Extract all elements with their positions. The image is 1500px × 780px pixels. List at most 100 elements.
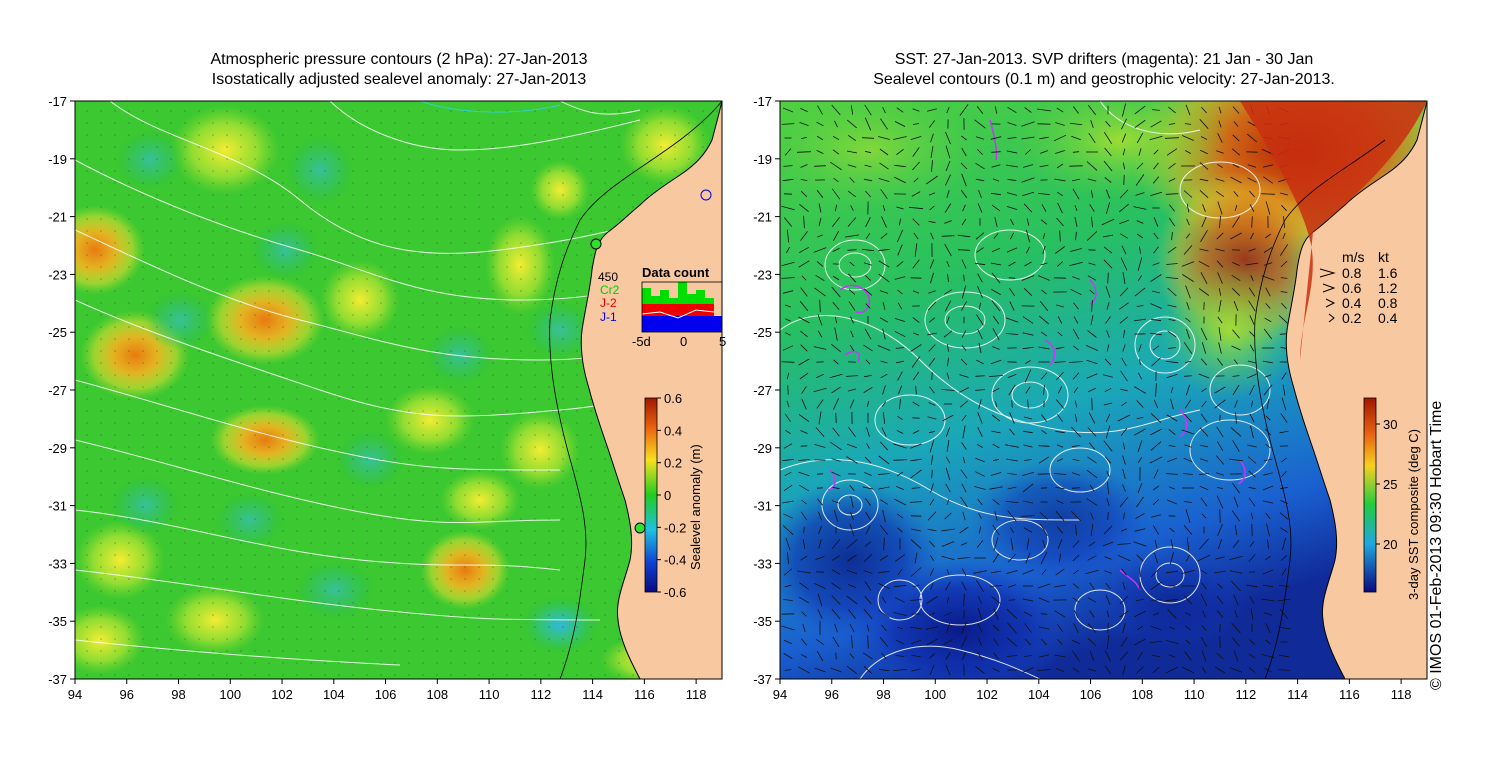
lon-tick-label: 118: [686, 687, 707, 702]
velocity-arrow-sample: [1319, 268, 1336, 278]
lon-tick-label: 114: [582, 687, 603, 702]
left-lat-axis: -17 -19 -21 -23 -25 -27 -29 -31 -33 -35 -37: [48, 94, 75, 687]
australia-landmass: [1285, 101, 1427, 679]
sealevel-colorbar-label: Sealevel anomaly (m): [688, 444, 703, 570]
left-lon-axis: 94 96 98 100 102 104 106 108 110 112 114 116 118: [68, 679, 707, 702]
inset-bars: [641, 281, 723, 333]
lat-tick-label: -21: [48, 210, 67, 225]
right-panel-title: SST: 27-Jan-2013. SVP drifters (magenta)…: [780, 50, 1428, 90]
left-title-line1: Atmospheric pressure contours (2 hPa): 2…: [210, 51, 588, 68]
inset-series-j2: J-2: [600, 296, 617, 310]
lat-tick-label: -23: [48, 267, 67, 282]
lon-tick-label: 110: [1184, 687, 1205, 702]
lon-tick-label: 102: [271, 687, 293, 702]
velocity-arrow-sample: [1328, 313, 1335, 323]
sst-colorbar: 30 25 20 3-day SST composite (deg C): [1363, 397, 1421, 600]
colorbar-tick-label: 30: [1383, 417, 1397, 432]
colorbar-tick-label: -0.6: [664, 585, 686, 600]
lon-tick-label: 100: [219, 687, 241, 702]
lon-tick-label: 114: [1287, 687, 1308, 702]
colorbar-tick-label: 0: [664, 488, 671, 503]
geostrophic-velocity-arrows: [781, 103, 1291, 676]
copyright-notice: © IMOS 01-Feb-2013 09:30 Hobart Time: [1428, 400, 1445, 690]
lon-tick-label: 118: [1391, 687, 1412, 702]
left-panel-title: Atmospheric pressure contours (2 hPa): 2…: [75, 50, 723, 90]
lat-tick-label: -25: [48, 325, 67, 340]
velocity-ms-value: 0.8: [1342, 265, 1362, 281]
inset-title: Data count: [642, 265, 710, 280]
velocity-kt-value: 1.6: [1378, 265, 1398, 281]
lat-tick-label: -33: [753, 556, 772, 571]
lat-tick-label: -31: [753, 499, 772, 514]
lon-tick-label: 116: [634, 687, 655, 702]
lat-tick-label: -37: [48, 672, 67, 687]
lon-tick-label: 94: [68, 687, 82, 702]
velocity-kt-value: 1.2: [1378, 280, 1398, 296]
lon-tick-label: 112: [530, 687, 551, 702]
lat-tick-label: -31: [48, 499, 67, 514]
inset-series-cr2: Cr2: [600, 283, 620, 297]
lon-tick-label: 100: [924, 687, 946, 702]
velocity-unit-kt: kt: [1378, 249, 1389, 265]
lon-tick-label: 110: [479, 687, 500, 702]
velocity-ms-value: 0.4: [1342, 295, 1362, 311]
colorbar-tick-label: 0.4: [664, 423, 682, 438]
tide-gauge-marker: [634, 522, 646, 534]
velocity-kt-value: 0.8: [1378, 295, 1398, 311]
lat-tick-label: -19: [48, 152, 67, 167]
lat-tick-label: -37: [753, 672, 772, 687]
lat-tick-label: -27: [48, 383, 67, 398]
lat-tick-label: -29: [753, 441, 772, 456]
lat-tick-label: -17: [753, 94, 772, 109]
lat-tick-label: -35: [753, 614, 772, 629]
lon-tick-label: 112: [1235, 687, 1256, 702]
inset-xtick: -5d: [632, 334, 651, 349]
colorbar-tick-label: 25: [1383, 477, 1397, 492]
sealevel-anomaly-map: [75, 101, 722, 679]
lon-tick-label: 106: [375, 687, 397, 702]
lon-tick-label: 102: [976, 687, 998, 702]
lon-tick-label: 104: [323, 687, 345, 702]
velocity-unit-ms: m/s: [1342, 249, 1365, 265]
velocity-arrow-sample: [1325, 298, 1336, 308]
lat-tick-label: -23: [753, 267, 772, 282]
lon-tick-label: 108: [1131, 687, 1153, 702]
lat-tick-label: -21: [753, 210, 772, 225]
lat-tick-label: -35: [48, 614, 67, 629]
sst-colorbar-label: 3-day SST composite (deg C): [1406, 429, 1421, 600]
south-coast: [640, 605, 722, 640]
colorbar-tick-label: 0.2: [664, 456, 682, 471]
lat-tick-label: -27: [753, 383, 772, 398]
velocity-arrow-sample: [1322, 283, 1336, 293]
inset-max-label: 450: [598, 270, 618, 284]
data-count-inset: Data count 450 Cr2 J-2 J-1 -5d 0 5: [598, 265, 726, 349]
lon-tick-label: 98: [876, 687, 890, 702]
lon-tick-label: 104: [1028, 687, 1050, 702]
right-lat-axis: -17 -19 -21 -23 -25 -27 -29 -31 -33 -35 -37: [753, 94, 780, 687]
lon-tick-label: 116: [1339, 687, 1360, 702]
tide-gauge-marker: [590, 238, 602, 250]
right-title-line1: SST: 27-Jan-2013. SVP drifters (magenta)…: [894, 51, 1314, 68]
lon-tick-label: 94: [773, 687, 787, 702]
velocity-ms-value: 0.6: [1342, 280, 1362, 296]
inset-series-j1: J-1: [600, 310, 617, 324]
lon-tick-label: 108: [426, 687, 448, 702]
lon-tick-label: 98: [171, 687, 185, 702]
shelf-contour: [1254, 139, 1386, 679]
velocity-ms-value: 0.2: [1342, 310, 1362, 326]
right-lon-axis: 94 96 98 100 102 104 106 108 110 112 114 116 118: [773, 679, 1412, 702]
shelf-contour: [549, 101, 722, 679]
colorbar-tick-label: -0.2: [664, 520, 686, 535]
colorbar-tick-label: 0.6: [664, 391, 682, 406]
left-title-line2: Isostatically adjusted sealevel anomaly:…: [211, 71, 587, 88]
inset-xtick: 5: [719, 334, 726, 349]
lat-tick-label: -33: [48, 556, 67, 571]
warm-land-overlay: [1240, 101, 1427, 360]
lat-tick-label: -19: [753, 152, 772, 167]
tide-gauge-marker: [700, 189, 712, 201]
colorbar-tick-label: -0.4: [664, 553, 686, 568]
sealevel-colorbar: 0.6 0.4 0.2 0 -0.2 -0.4 -0.6 Sealevel anomaly …: [644, 391, 703, 600]
australia-landmass: [580, 101, 722, 679]
sst-map: [780, 101, 1427, 679]
